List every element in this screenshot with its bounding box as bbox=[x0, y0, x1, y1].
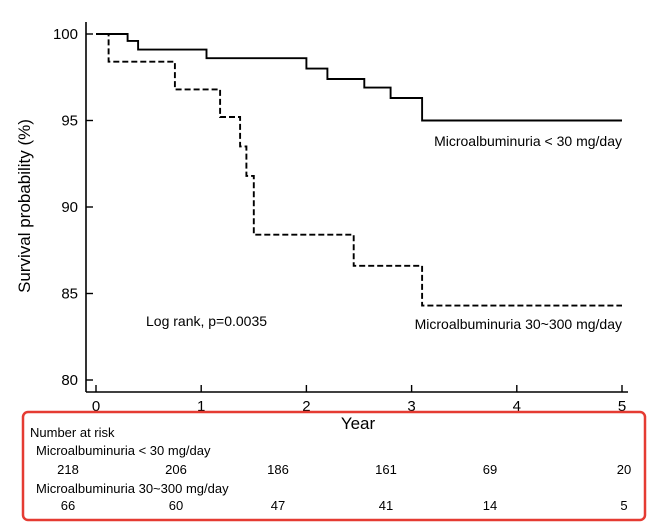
risk-value: 5 bbox=[620, 498, 627, 513]
series-label-high: Microalbuminuria 30~300 mg/day bbox=[415, 316, 622, 332]
y-tick-label: 100 bbox=[53, 26, 78, 43]
x-tick-label: 0 bbox=[92, 398, 100, 415]
y-tick-label: 90 bbox=[61, 199, 78, 216]
risk-value: 14 bbox=[483, 498, 497, 513]
x-tick-label: 2 bbox=[302, 398, 310, 415]
y-tick-label: 85 bbox=[61, 286, 78, 303]
curves bbox=[96, 33, 622, 307]
y-tick-label: 95 bbox=[61, 113, 78, 130]
risk-value: 20 bbox=[617, 462, 631, 477]
risk-value: 66 bbox=[61, 498, 75, 513]
risk-value: 206 bbox=[165, 462, 187, 477]
risk-value: 69 bbox=[483, 462, 497, 477]
y-ticks: 80 85 90 95 100 bbox=[53, 26, 93, 389]
series-label-low: Microalbuminuria < 30 mg/day bbox=[434, 133, 622, 149]
x-tick-label: 5 bbox=[618, 398, 626, 415]
log-rank-annotation: Log rank, p=0.0035 bbox=[146, 313, 267, 329]
risk-value: 186 bbox=[267, 462, 289, 477]
series-line-low bbox=[96, 33, 622, 122]
risk-table-box bbox=[21, 410, 647, 522]
y-tick-label: 80 bbox=[61, 372, 78, 389]
y-axis-title: Survival probability (%) bbox=[15, 119, 34, 293]
x-tick-label: 4 bbox=[513, 398, 521, 415]
risk-table-title: Number at risk bbox=[30, 425, 115, 440]
x-ticks: 0 1 2 3 4 5 bbox=[92, 385, 626, 415]
risk-values: 218 206 186 161 69 20 66 60 47 41 14 5 bbox=[57, 462, 631, 513]
risk-value: 47 bbox=[271, 498, 285, 513]
risk-row-label-low: Microalbuminuria < 30 mg/day bbox=[36, 443, 211, 458]
x-axis-title: Year bbox=[341, 414, 376, 433]
series-line-high bbox=[96, 33, 622, 307]
risk-value: 161 bbox=[375, 462, 397, 477]
risk-value: 218 bbox=[57, 462, 79, 477]
x-tick-label: 3 bbox=[407, 398, 415, 415]
x-tick-label: 1 bbox=[197, 398, 205, 415]
risk-value: 41 bbox=[379, 498, 393, 513]
risk-value: 60 bbox=[169, 498, 183, 513]
risk-row-label-high: Microalbuminuria 30~300 mg/day bbox=[36, 481, 229, 496]
